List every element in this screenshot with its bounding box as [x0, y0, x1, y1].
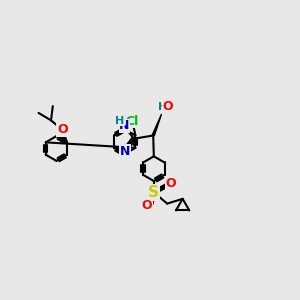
Text: O: O	[165, 178, 176, 190]
Text: H: H	[115, 116, 124, 126]
Text: H: H	[158, 102, 168, 112]
Text: N: N	[119, 119, 130, 133]
Text: S: S	[148, 185, 159, 200]
Text: O: O	[163, 100, 173, 113]
Text: N: N	[120, 145, 130, 158]
Text: Cl: Cl	[126, 115, 139, 128]
Text: O: O	[57, 123, 68, 136]
Text: O: O	[141, 200, 152, 212]
Polygon shape	[152, 114, 161, 136]
